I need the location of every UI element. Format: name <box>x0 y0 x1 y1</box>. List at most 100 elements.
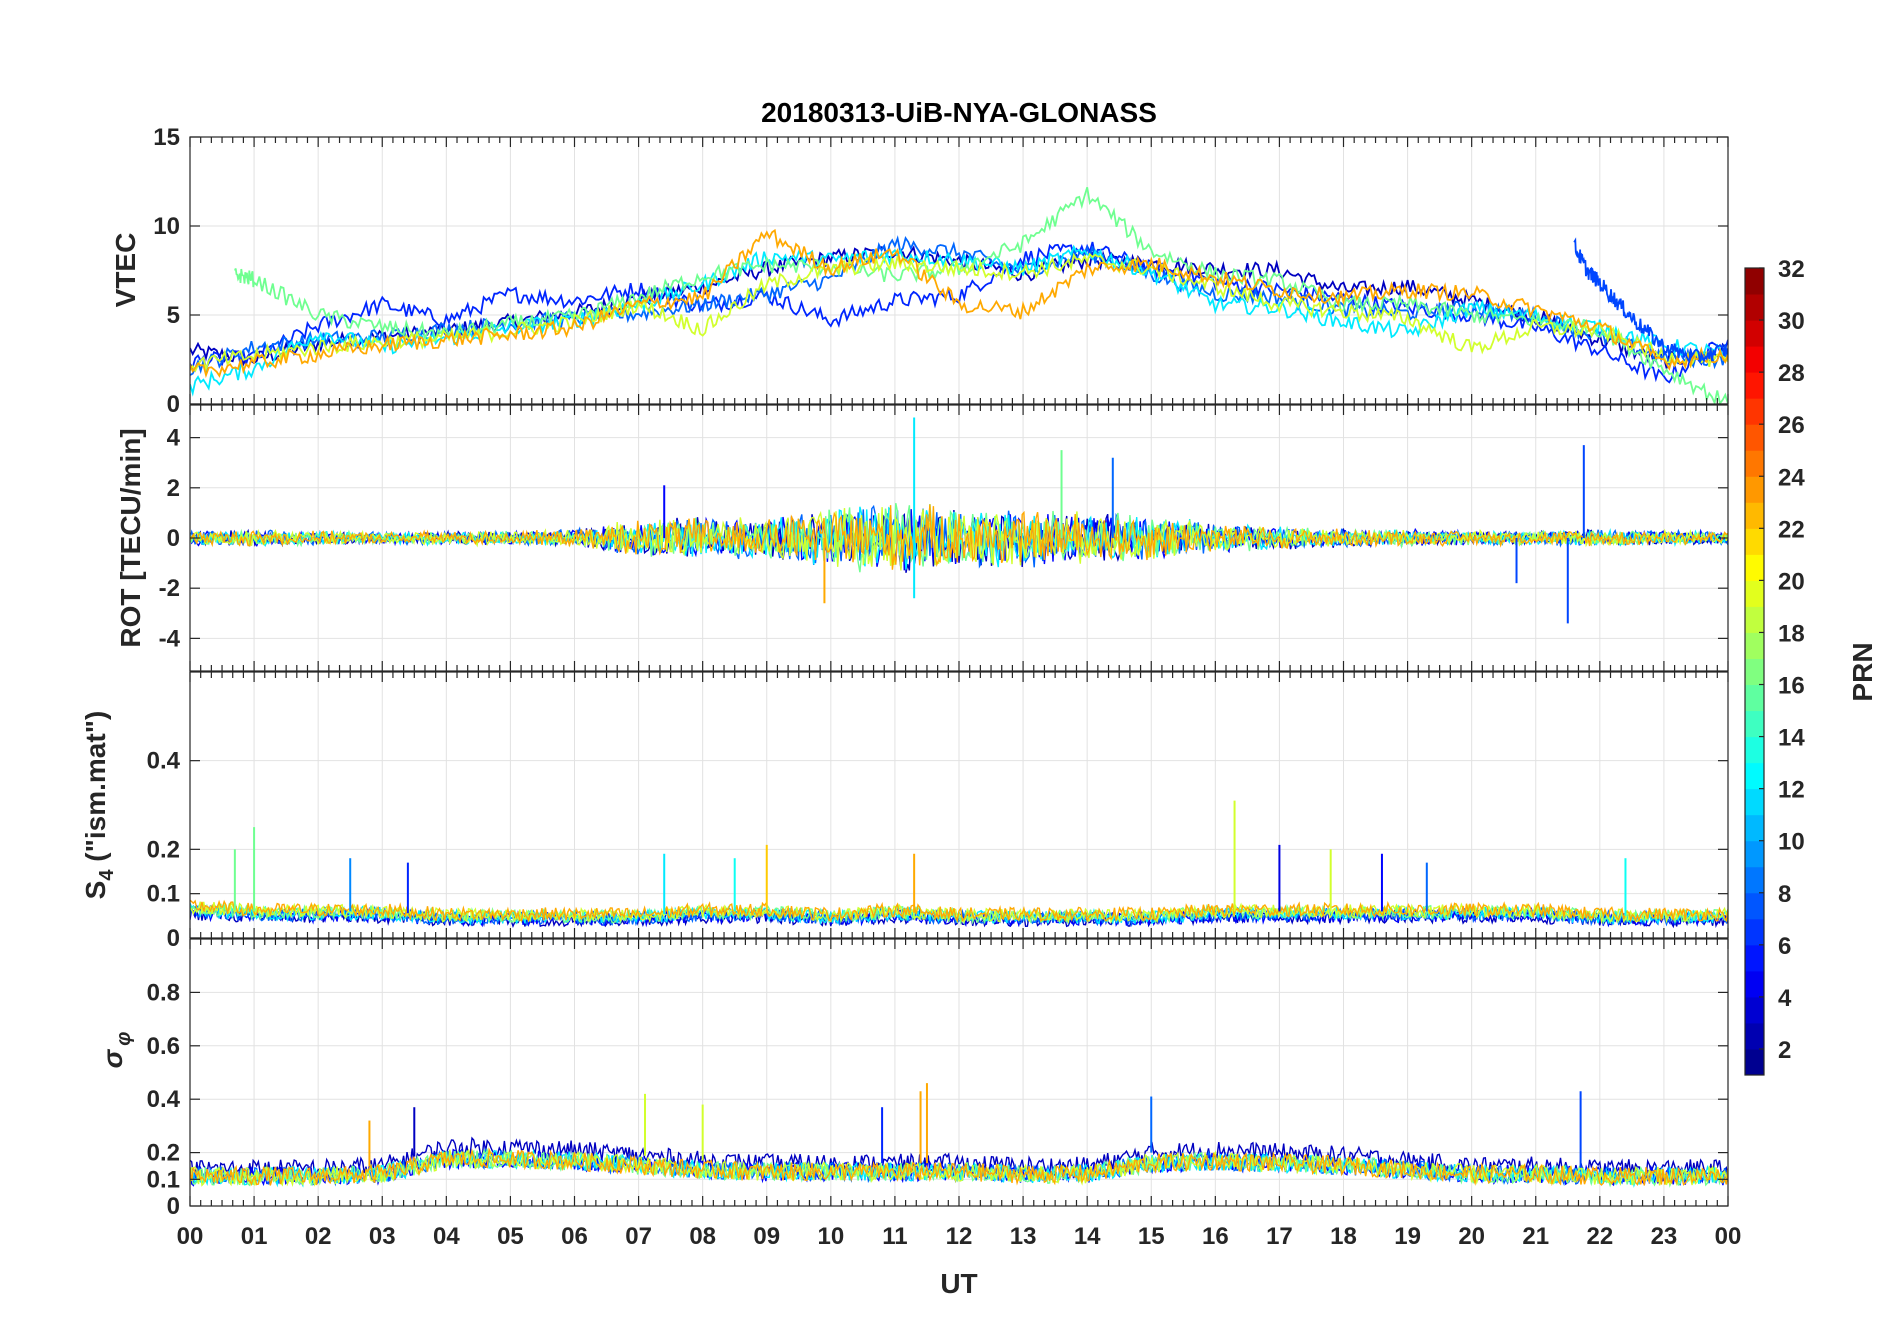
chart-title: 20180313-UiB-NYA-GLONASS <box>761 97 1157 128</box>
colorbar-segment <box>1745 268 1764 295</box>
sigma-phi-ylabel-main: σ <box>97 1048 128 1068</box>
colorbar-segment <box>1745 814 1764 842</box>
sigma_phi-ytick-label: 0.8 <box>147 979 180 1006</box>
colorbar-segment <box>1745 476 1764 503</box>
rot-ytick-label: -2 <box>159 575 180 602</box>
colorbar-tick-label: 12 <box>1778 777 1805 804</box>
x-tick-label: 19 <box>1394 1223 1421 1250</box>
sigma_phi-series-prn-23 <box>190 1147 1728 1187</box>
x-tick-label: 08 <box>689 1223 716 1250</box>
s4-ytick-label: 0.4 <box>147 748 181 775</box>
s4-ytick-label: 0.1 <box>147 881 180 908</box>
vtec-series-prn-23 <box>190 228 1728 379</box>
rot-series-prn-23 <box>190 504 1728 570</box>
rot-panel: -4 -2 0 2 4 <box>159 404 1729 672</box>
s4-grid <box>189 672 1729 939</box>
colorbar-tick-label: 30 <box>1778 308 1805 335</box>
x-tick-label: 00 <box>177 1223 204 1250</box>
sigma_phi-ytick-label: 0.4 <box>147 1086 181 1113</box>
rot-ytick-label: 2 <box>167 475 180 502</box>
rot-ytick-label: 0 <box>167 525 180 552</box>
x-tick-label: 03 <box>369 1223 396 1250</box>
colorbar-segment <box>1745 918 1764 946</box>
rot-ticks <box>189 405 1729 671</box>
colorbar-tick-label: 14 <box>1778 725 1805 752</box>
sigma_phi-ticks <box>189 939 1729 1207</box>
x-tick-label: 01 <box>241 1223 268 1250</box>
colorbar-segment <box>1745 320 1764 347</box>
vtec-ytick-label: 15 <box>153 124 180 151</box>
colorbar-segment <box>1745 892 1764 920</box>
s4-ylabel: S4 ("ism.mat") <box>80 711 118 900</box>
colorbar-segment <box>1745 944 1764 972</box>
colorbar-segment <box>1745 346 1764 373</box>
x-axis-label: UT <box>940 1268 977 1299</box>
colorbar-tick-label: 4 <box>1778 985 1792 1012</box>
colorbar-segment <box>1745 840 1764 868</box>
x-tick-label: 13 <box>1010 1223 1037 1250</box>
sigma-phi-ylabel: σφ <box>97 1032 135 1069</box>
colorbar-segment <box>1745 866 1764 894</box>
rot-data <box>190 417 1728 624</box>
x-tick-label: 23 <box>1651 1223 1678 1250</box>
x-tick-label: 04 <box>433 1223 460 1250</box>
x-tick-label: 12 <box>946 1223 973 1250</box>
sigma_phi-series-prn-19 <box>190 1148 1728 1187</box>
sigma_phi-ytick-label: 0 <box>167 1193 180 1220</box>
rot-ytick-label: 4 <box>167 425 181 452</box>
x-tick-label: 09 <box>753 1223 780 1250</box>
colorbar-segment <box>1745 996 1764 1024</box>
colorbar-segment <box>1745 684 1764 712</box>
s4-ytick-label: 0 <box>167 925 180 952</box>
colorbar-tick-label: 16 <box>1778 673 1805 700</box>
colorbar-label: PRN <box>1847 642 1878 701</box>
vtec-series-prn-16 <box>234 187 1728 404</box>
s4-ytick-label: 0.2 <box>147 836 180 863</box>
colorbar-segment <box>1745 606 1764 633</box>
s4-series-prn-23 <box>190 899 1728 923</box>
colorbar-segment <box>1745 372 1764 399</box>
x-tick-label: 05 <box>497 1223 524 1250</box>
vtec-ylabel: VTEC <box>110 233 141 308</box>
x-tick-label: 14 <box>1074 1223 1101 1250</box>
vtec-panel: 0 5 10 15 <box>153 124 1729 418</box>
vtec-ytick-label: 5 <box>167 302 180 329</box>
vtec-series-prn-12 <box>190 244 1728 397</box>
colorbar-tick-label: 28 <box>1778 360 1805 387</box>
colorbar-tick-label: 32 <box>1778 256 1805 283</box>
colorbar-segment <box>1745 450 1764 477</box>
x-axis: 00 01 02 03 04 05 06 07 08 09 10 11 12 13 14 15 16 17 18 19… <box>177 1223 1742 1250</box>
s4-ticks <box>189 672 1729 939</box>
sigma_phi-ytick-label: 0.6 <box>147 1033 180 1060</box>
sigma_phi-data <box>190 1083 1728 1188</box>
x-tick-label: 20 <box>1458 1223 1485 1250</box>
colorbar-segment <box>1745 710 1764 738</box>
colorbar-segment <box>1745 528 1764 555</box>
sigma_phi-ytick-label: 0.1 <box>147 1166 180 1193</box>
sigma-phi-ylabel-sub: φ <box>113 1032 135 1046</box>
s4-ylabel-rest: ("ism.mat") <box>80 711 111 870</box>
colorbar-segment <box>1745 970 1764 998</box>
colorbar-segment <box>1745 1048 1764 1076</box>
colorbar-segment <box>1745 762 1764 790</box>
vtec-series-prn-7 <box>1573 237 1728 365</box>
colorbar-segment <box>1745 580 1764 607</box>
colorbar-tick-label: 10 <box>1778 829 1805 856</box>
x-tick-label: 06 <box>561 1223 588 1250</box>
vtec-data <box>190 187 1728 404</box>
s4-ylabel-sub: 4 <box>96 869 118 881</box>
colorbar-segment <box>1745 658 1764 686</box>
colorbar-tick-label: 18 <box>1778 620 1805 647</box>
vtec-ytick-label: 10 <box>153 213 180 240</box>
s4-ylabel-main: S <box>80 881 111 900</box>
x-tick-label: 16 <box>1202 1223 1229 1250</box>
vtec-ticks <box>189 136 1729 405</box>
rot-ylabel: ROT [TECU/min] <box>115 428 146 647</box>
rot-ytick-label: -4 <box>159 625 181 652</box>
colorbar-segment <box>1745 502 1764 529</box>
colorbar-segment <box>1745 424 1764 451</box>
colorbar-tick-label: 8 <box>1778 881 1791 908</box>
colorbar-segment <box>1745 398 1764 425</box>
x-tick-label: 18 <box>1330 1223 1357 1250</box>
